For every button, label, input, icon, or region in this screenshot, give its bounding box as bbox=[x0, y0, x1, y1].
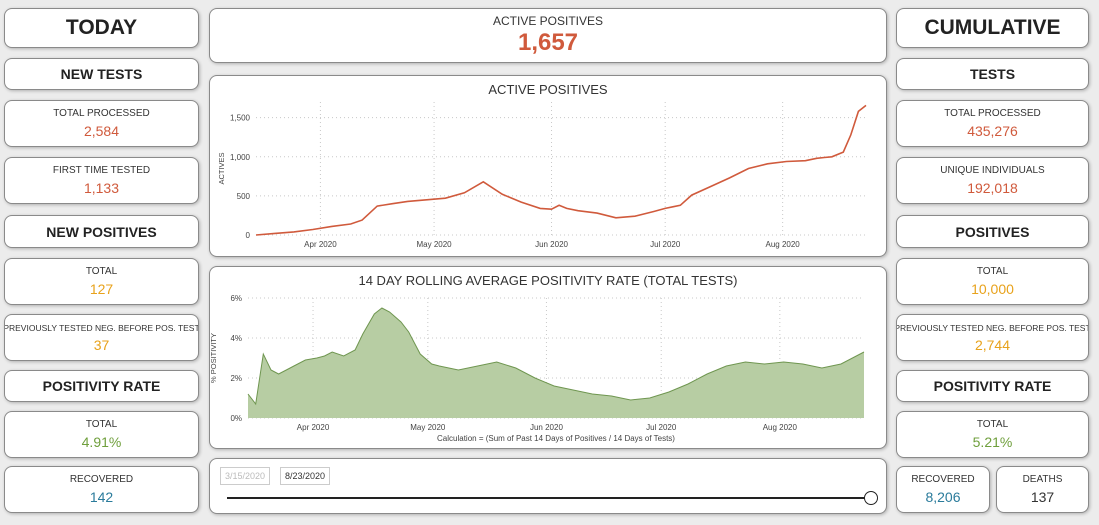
today-first-time-value: 1,133 bbox=[83, 180, 120, 196]
cumulative-unique-card: UNIQUE INDIVIDUALS 192,018 bbox=[896, 157, 1089, 204]
today-prev-tested-label: PREVIOUSLY TESTED NEG. BEFORE POS. TEST bbox=[4, 323, 199, 333]
cumulative-recovered-label: RECOVERED bbox=[911, 474, 975, 485]
today-title: TODAY bbox=[4, 8, 199, 48]
today-positivity-total-label: TOTAL bbox=[85, 419, 118, 430]
new-tests-heading: NEW TESTS bbox=[4, 58, 199, 90]
cumulative-unique-value: 192,018 bbox=[967, 180, 1018, 196]
slider-track[interactable] bbox=[227, 497, 870, 499]
cumulative-deaths-card: DEATHS 137 bbox=[996, 466, 1089, 513]
active-positives-chart-card: ACTIVE POSITIVES 0 500 1,000 1,500 Apr 2020 M… bbox=[209, 75, 887, 257]
positivity-chart-ytick-label: 4% bbox=[230, 334, 242, 343]
cumulative-recovered-value: 8,206 bbox=[925, 489, 961, 505]
cumulative-deaths-value: 137 bbox=[1030, 489, 1055, 505]
today-positivity-heading-text: POSITIVITY RATE bbox=[42, 378, 161, 394]
cumulative-positivity-heading-text: POSITIVITY RATE bbox=[933, 378, 1052, 394]
active-positives-kpi-label: ACTIVE POSITIVES bbox=[492, 14, 604, 28]
slider-start-date[interactable]: 3/15/2020 bbox=[220, 467, 271, 485]
cumulative-recovered-card: RECOVERED 8,206 bbox=[896, 466, 990, 513]
cumulative-title: CUMULATIVE bbox=[896, 8, 1089, 48]
new-tests-heading-text: NEW TESTS bbox=[60, 66, 143, 82]
active-chart-xtick-label: Jun 2020 bbox=[535, 240, 568, 249]
active-chart-ytick-label: 1,000 bbox=[230, 153, 251, 162]
positivity-chart-area bbox=[248, 308, 864, 418]
new-positives-heading: NEW POSITIVES bbox=[4, 215, 199, 248]
cumulative-prev-tested-label: PREVIOUSLY TESTED NEG. BEFORE POS. TEST bbox=[896, 323, 1089, 333]
cumulative-positives-heading: POSITIVES bbox=[896, 215, 1089, 248]
cumulative-title-text: CUMULATIVE bbox=[924, 16, 1061, 39]
positivity-chart-ylabel: % POSITIVITY bbox=[210, 333, 218, 383]
active-chart-title: ACTIVE POSITIVES bbox=[488, 82, 608, 97]
active-chart-xtick-label: Jul 2020 bbox=[650, 240, 681, 249]
active-positives-kpi: ACTIVE POSITIVES 1,657 bbox=[209, 8, 887, 63]
positivity-chart-ytick-label: 0% bbox=[230, 414, 242, 423]
today-positives-total-label: TOTAL bbox=[85, 266, 118, 277]
today-positivity-heading: POSITIVITY RATE bbox=[4, 370, 199, 402]
today-positives-total-card: TOTAL 127 bbox=[4, 258, 199, 305]
positivity-chart-card: 14 DAY ROLLING AVERAGE POSITIVITY RATE (… bbox=[209, 266, 887, 449]
cumulative-unique-label: UNIQUE INDIVIDUALS bbox=[940, 165, 1045, 176]
cumulative-positivity-heading: POSITIVITY RATE bbox=[896, 370, 1089, 402]
cumulative-total-processed-value: 435,276 bbox=[967, 123, 1018, 139]
today-positivity-total-card: TOTAL 4.91% bbox=[4, 411, 199, 458]
active-positives-kpi-value: 1,657 bbox=[517, 29, 579, 56]
positivity-chart-xtick-label: Jul 2020 bbox=[646, 423, 677, 432]
cumulative-tests-heading-text: TESTS bbox=[969, 66, 1016, 82]
date-range-slider: 3/15/2020 8/23/2020 bbox=[209, 458, 887, 514]
today-positivity-total-value: 4.91% bbox=[81, 434, 122, 450]
today-first-time-label: FIRST TIME TESTED bbox=[52, 165, 151, 176]
cumulative-prev-tested-value: 2,744 bbox=[974, 337, 1011, 353]
cumulative-positivity-total-card: TOTAL 5.21% bbox=[896, 411, 1089, 458]
cumulative-positives-heading-text: POSITIVES bbox=[955, 223, 1030, 240]
today-recovered-card: RECOVERED 142 bbox=[4, 466, 199, 513]
today-title-text: TODAY bbox=[65, 16, 138, 39]
active-chart-xtick-label: Apr 2020 bbox=[304, 240, 337, 249]
positivity-chart-ytick-label: 6% bbox=[230, 294, 242, 303]
today-total-processed-card: TOTAL PROCESSED 2,584 bbox=[4, 100, 199, 147]
positivity-chart-xtick-label: Jun 2020 bbox=[530, 423, 563, 432]
positivity-rate-chart: 0% 2% 4% 6% Apr 2020 May 2020 Jun 2020 Jul 2020… bbox=[210, 294, 865, 443]
cumulative-tests-heading: TESTS bbox=[896, 58, 1089, 90]
cumulative-positives-total-label: TOTAL bbox=[976, 266, 1009, 277]
active-chart-ytick-label: 0 bbox=[246, 231, 251, 240]
slider-end-date[interactable]: 8/23/2020 bbox=[280, 467, 331, 485]
slider-handle[interactable] bbox=[864, 491, 878, 505]
today-total-processed-value: 2,584 bbox=[83, 123, 120, 139]
positivity-chart-xtick-label: Aug 2020 bbox=[763, 423, 798, 432]
positivity-chart-xtick-label: Apr 2020 bbox=[297, 423, 330, 432]
positivity-chart-xlabel: Calculation = (Sum of Past 14 Days of Po… bbox=[437, 434, 675, 443]
active-chart-xtick-label: Aug 2020 bbox=[766, 240, 801, 249]
active-chart-ytick-label: 1,500 bbox=[230, 114, 251, 123]
today-total-processed-label: TOTAL PROCESSED bbox=[53, 108, 150, 119]
active-chart-ylabel: ACTIVES bbox=[217, 152, 226, 184]
cumulative-positivity-total-value: 5.21% bbox=[972, 434, 1013, 450]
cumulative-positives-total-card: TOTAL 10,000 bbox=[896, 258, 1089, 305]
cumulative-total-processed-card: TOTAL PROCESSED 435,276 bbox=[896, 100, 1089, 147]
positivity-chart-xtick-label: May 2020 bbox=[410, 423, 446, 432]
positivity-chart-line bbox=[247, 307, 865, 406]
active-chart-ytick-label: 500 bbox=[237, 192, 251, 201]
today-prev-tested-value: 37 bbox=[93, 337, 110, 353]
cumulative-positivity-total-label: TOTAL bbox=[976, 419, 1009, 430]
new-positives-heading-text: NEW POSITIVES bbox=[46, 223, 157, 240]
active-chart-xtick-label: May 2020 bbox=[417, 240, 453, 249]
today-recovered-label: RECOVERED bbox=[69, 474, 134, 485]
cumulative-positives-total-value: 10,000 bbox=[971, 281, 1014, 297]
cumulative-deaths-label: DEATHS bbox=[1022, 474, 1063, 485]
cumulative-prev-tested-card: PREVIOUSLY TESTED NEG. BEFORE POS. TEST … bbox=[896, 314, 1089, 361]
today-positives-total-value: 127 bbox=[89, 281, 114, 297]
positivity-chart-title: 14 DAY ROLLING AVERAGE POSITIVITY RATE (… bbox=[358, 273, 738, 288]
cumulative-total-processed-label: TOTAL PROCESSED bbox=[944, 108, 1041, 119]
active-positives-chart: 0 500 1,000 1,500 Apr 2020 May 2020 Jun 2020 Ju… bbox=[217, 102, 867, 249]
today-prev-tested-card: PREVIOUSLY TESTED NEG. BEFORE POS. TEST … bbox=[4, 314, 199, 361]
today-first-time-card: FIRST TIME TESTED 1,133 bbox=[4, 157, 199, 204]
today-recovered-value: 142 bbox=[89, 489, 114, 505]
positivity-chart-ytick-label: 2% bbox=[230, 374, 242, 383]
active-chart-line bbox=[255, 104, 867, 236]
